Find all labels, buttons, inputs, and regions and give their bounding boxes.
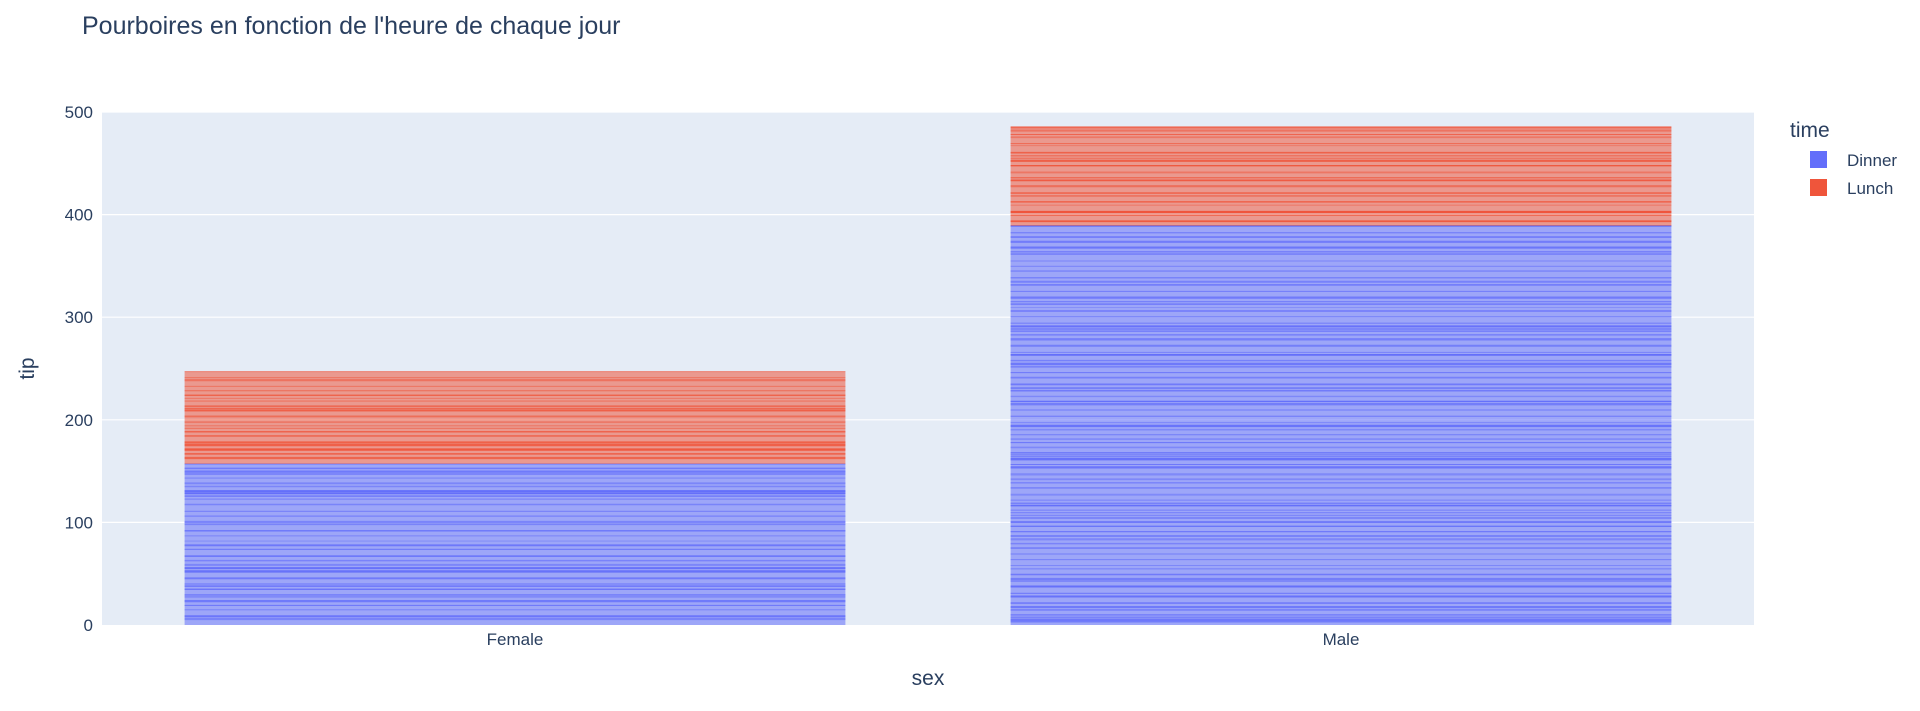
y-tick-label: 500 [65,103,93,122]
legend-item-dinner[interactable]: Dinner [1847,151,1897,170]
legend-swatch-dinner[interactable] [1810,151,1827,168]
y-tick-label: 300 [65,308,93,327]
x-axis-title: sex [912,667,945,690]
y-tick-label: 400 [65,206,93,225]
legend-title: time [1790,119,1830,142]
legend-swatch-lunch[interactable] [1810,179,1827,196]
y-tick-label: 100 [65,513,93,532]
y-tick-label: 200 [65,411,93,430]
y-axis-title: tip [16,357,39,379]
chart-title: Pourboires en fonction de l'heure de cha… [82,12,621,40]
legend-item-lunch[interactable]: Lunch [1847,179,1893,198]
x-tick-label: Female [487,630,544,649]
y-tick-label: 0 [84,616,93,635]
x-tick-label: Male [1323,630,1360,649]
